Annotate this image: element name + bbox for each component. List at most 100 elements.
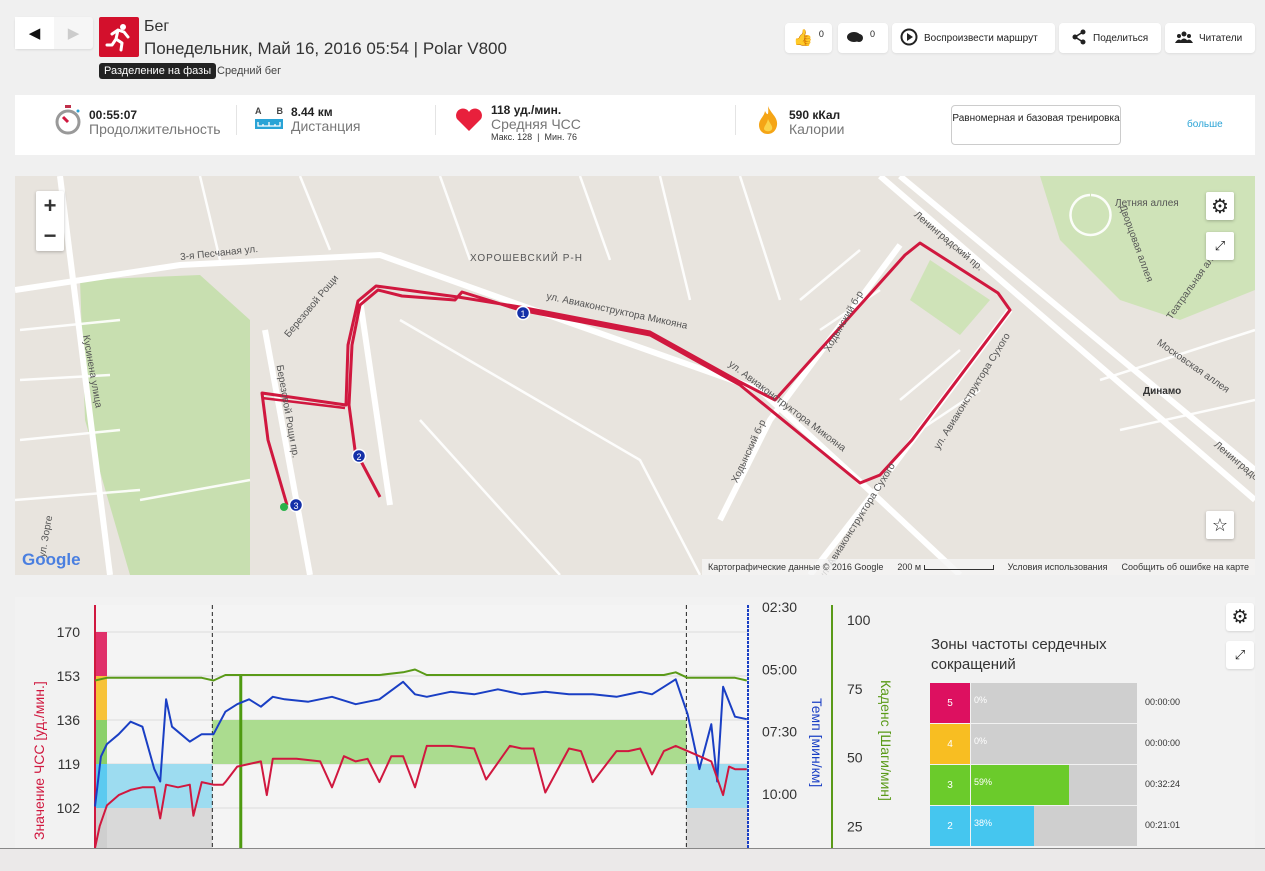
forward-button[interactable]: ▶ (67, 25, 80, 42)
metro-label: Динамо (1143, 386, 1182, 397)
report-error-link[interactable]: Сообщить об ошибке на карте (1121, 562, 1249, 572)
zone-time: 00:21:01 (1145, 820, 1181, 830)
zoom-in-button[interactable]: + (43, 193, 57, 218)
star-icon: ☆ (1211, 514, 1229, 535)
ruler-icon (255, 116, 283, 133)
hr-zone-row: 4 0% (930, 724, 1137, 764)
zone-3-band (212, 720, 687, 764)
map-fullscreen-button[interactable]: ⤢ (1206, 232, 1234, 260)
hr-zone-row: 2 38% (930, 806, 1137, 846)
session-subtitle: Понедельник, Май 16, 2016 05:54 | Polar … (144, 39, 507, 58)
duration-value: 00:55:07 (89, 108, 138, 122)
chart-settings-button[interactable]: ⚙ (1226, 603, 1254, 631)
scale-label: 200 м (897, 562, 922, 572)
more-link[interactable]: больше (1187, 119, 1223, 130)
zone-4-legend (95, 676, 107, 720)
zone-percent: 0% (974, 695, 988, 705)
heart-icon (455, 108, 483, 137)
hr-axis-title: Значение ЧСС [уд./мин.] (31, 681, 47, 840)
divider (435, 105, 436, 135)
map-footer: Картографические данные © 2016 Google 20… (702, 559, 1255, 575)
hr-tick-label: 119 (58, 756, 81, 772)
people-icon (1175, 31, 1193, 46)
cadence-tick-label: 50 (847, 750, 863, 766)
lap-marker-2[interactable]: 2 (351, 448, 367, 464)
like-button[interactable]: 👍 0 (785, 23, 832, 53)
start-marker (280, 503, 288, 511)
followers-label: Читатели (1199, 32, 1243, 44)
route-map[interactable]: 1 2 3 ХОРОШЕВСКИЙ Р-Н 3-я Песчаная ул. у… (15, 176, 1255, 575)
avg-hr-label: Средняя ЧСС (491, 116, 581, 132)
route-line (260, 241, 1012, 506)
divider (735, 105, 736, 135)
lap-marker-1[interactable]: 1 (515, 305, 531, 321)
phase-tag[interactable]: Разделение на фазы (99, 63, 217, 79)
zone-percent: 38% (974, 818, 993, 828)
replay-route-button[interactable]: Воспроизвести маршрут (892, 23, 1055, 53)
pace-tick-label: 07:30 (762, 724, 797, 740)
heart-rate-stat: 118 уд./мин. Средняя ЧСС Макс. 128 | Мин. … (455, 103, 581, 142)
zone-3-legend (95, 720, 107, 764)
zoom-controls: + − (36, 191, 64, 251)
calories-stat: 590 кКал Калории (755, 105, 844, 140)
play-icon (900, 28, 918, 49)
google-logo: Google (22, 550, 81, 569)
share-label: Поделиться (1093, 32, 1149, 44)
expand-icon: ⤢ (1234, 647, 1246, 662)
scale-bar (923, 565, 994, 570)
terms-link[interactable]: Условия использования (1007, 562, 1108, 572)
zone-number: 4 (930, 724, 970, 764)
hr-zone-row: 5 0% (930, 683, 1137, 723)
comment-icon (846, 31, 864, 46)
calories-value: 590 кКал (789, 108, 841, 122)
zoom-out-button[interactable]: − (43, 223, 57, 248)
pace-tick-label: 05:00 (762, 661, 797, 677)
chart-fullscreen-button[interactable]: ⤢ (1226, 641, 1254, 669)
pace-series-line (94, 678, 748, 807)
share-button[interactable]: Поделиться (1059, 23, 1161, 53)
gear-icon: ⚙ (1231, 606, 1249, 628)
distance-value: 8.44 км (291, 105, 333, 119)
hr-zones-title: Зоны частоты сердечных сокращений (931, 636, 1107, 673)
distance-label: Дистанция (291, 118, 361, 134)
calories-label: Калории (789, 121, 845, 137)
cadence-tick-label: 75 (847, 681, 863, 697)
cadence-tick-label: 100 (847, 612, 871, 628)
map-settings-button[interactable]: ⚙ (1206, 192, 1234, 220)
zone-1-band (686, 808, 748, 848)
zone-2-band (107, 764, 213, 808)
lap-marker-3[interactable]: 3 (288, 497, 304, 513)
running-icon (99, 17, 139, 57)
phase-name: Средний бег (217, 65, 282, 77)
back-button[interactable]: ◀ (15, 17, 54, 49)
lap-marker-label: 2 (356, 452, 361, 462)
hr-tick-label: 102 (57, 800, 81, 816)
lap-marker-label: 3 (293, 501, 298, 511)
workout-chart[interactable]: 170 153 136 119 102 02:30 05:00 07:30 10:00 100 75… (0, 597, 910, 848)
share-icon (1071, 29, 1087, 48)
zone-bar: 0% (971, 724, 1137, 764)
hr-zone-row: 3 59% (930, 765, 1137, 805)
minor-streets (15, 176, 1255, 575)
map-label: ХОРОШЕВСКИЙ Р-Н (470, 253, 583, 264)
pace-axis-title: Темп [мин/км] (809, 698, 825, 787)
map-data-credit: Картографические данные © 2016 Google (708, 562, 884, 572)
zone-time: 00:00:00 (1145, 697, 1181, 707)
flame-icon (755, 105, 781, 140)
training-type-button[interactable]: Равномерная и базовая тренировка (951, 105, 1121, 145)
zone-bar: 0% (971, 683, 1137, 723)
park-area (80, 275, 250, 575)
comment-button[interactable]: 0 (838, 23, 888, 53)
followers-button[interactable]: Читатели (1165, 23, 1255, 53)
zone-percent: 0% (974, 736, 988, 746)
zone-number: 5 (930, 683, 970, 723)
lap-marker-label: 1 (520, 309, 525, 319)
zone-bar: 38% (971, 806, 1137, 846)
map-scale: 200 м (897, 562, 994, 572)
hr-tick-label: 136 (57, 712, 81, 728)
map-canvas: 1 2 3 (15, 176, 1255, 575)
favorite-button[interactable]: ☆ (1206, 511, 1234, 539)
zone-number: 2 (930, 806, 970, 846)
hr-min-max: Макс. 128 | Мин. 76 (491, 132, 578, 142)
park-area (1040, 176, 1255, 320)
